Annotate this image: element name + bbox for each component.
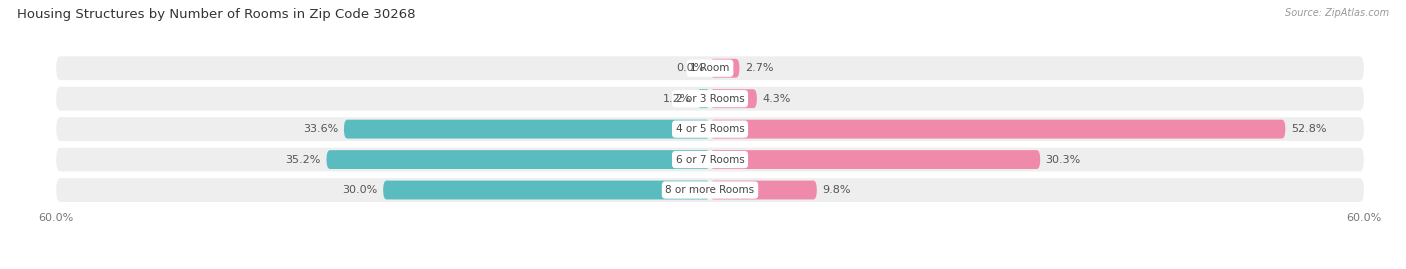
Text: 52.8%: 52.8% <box>1291 124 1326 134</box>
Text: 8 or more Rooms: 8 or more Rooms <box>665 185 755 195</box>
FancyBboxPatch shape <box>710 120 1285 139</box>
FancyBboxPatch shape <box>710 59 740 78</box>
Text: Housing Structures by Number of Rooms in Zip Code 30268: Housing Structures by Number of Rooms in… <box>17 8 415 21</box>
Text: 35.2%: 35.2% <box>285 155 321 165</box>
FancyBboxPatch shape <box>344 120 710 139</box>
FancyBboxPatch shape <box>382 180 710 200</box>
Text: 6 or 7 Rooms: 6 or 7 Rooms <box>676 155 744 165</box>
FancyBboxPatch shape <box>710 180 817 200</box>
Text: 2 or 3 Rooms: 2 or 3 Rooms <box>676 94 744 104</box>
Text: 2.7%: 2.7% <box>745 63 773 73</box>
FancyBboxPatch shape <box>56 148 1364 171</box>
Text: Source: ZipAtlas.com: Source: ZipAtlas.com <box>1285 8 1389 18</box>
Text: 33.6%: 33.6% <box>304 124 339 134</box>
FancyBboxPatch shape <box>56 117 1364 141</box>
FancyBboxPatch shape <box>56 87 1364 111</box>
FancyBboxPatch shape <box>56 56 1364 80</box>
Text: 30.0%: 30.0% <box>343 185 378 195</box>
Text: 1.2%: 1.2% <box>664 94 692 104</box>
Text: 9.8%: 9.8% <box>823 185 851 195</box>
Text: 30.3%: 30.3% <box>1046 155 1081 165</box>
Text: 4 or 5 Rooms: 4 or 5 Rooms <box>676 124 744 134</box>
Text: 1 Room: 1 Room <box>690 63 730 73</box>
FancyBboxPatch shape <box>56 178 1364 202</box>
FancyBboxPatch shape <box>326 150 710 169</box>
Text: 4.3%: 4.3% <box>762 94 790 104</box>
FancyBboxPatch shape <box>697 89 710 108</box>
FancyBboxPatch shape <box>710 150 1040 169</box>
Text: 0.0%: 0.0% <box>676 63 704 73</box>
FancyBboxPatch shape <box>710 89 756 108</box>
